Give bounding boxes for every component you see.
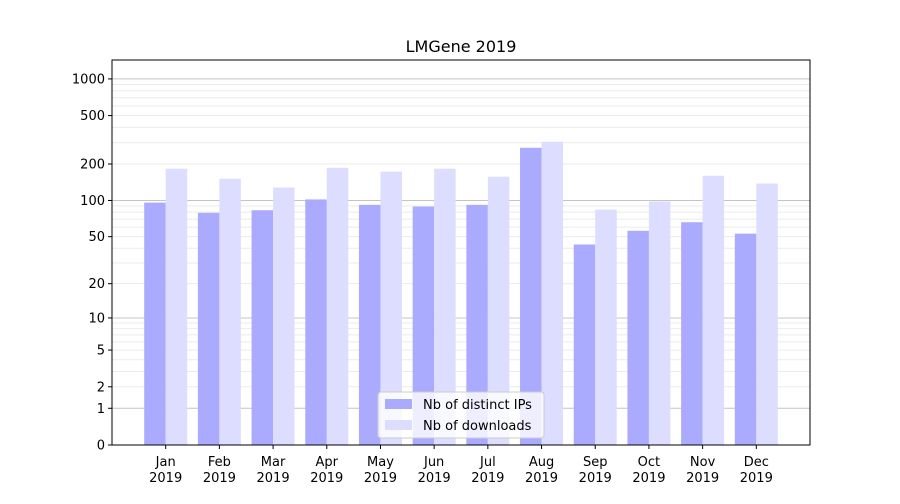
bar-distinct-ips [144,202,166,445]
x-tick-label: Apr 2019 [310,455,343,486]
x-tick-label: Dec 2019 [740,455,773,486]
x-axis: Jan 2019 Feb 2019 Mar 2019 Apr 2019 May 2019 Jun 20… [149,445,773,486]
bar-downloads [648,201,671,445]
bar-downloads [219,178,241,445]
bar-distinct-ips [305,199,327,445]
y-tick-label: 500 [80,109,105,124]
y-tick-label: 50 [88,230,105,245]
bar-distinct-ips [197,212,220,445]
bar-distinct-ips [681,222,703,445]
bar-downloads [541,141,564,446]
y-tick-label: 2 [97,380,105,395]
y-tick-label: 10 [88,311,105,326]
bar-distinct-ips [734,233,757,445]
bar-downloads [756,183,778,445]
y-tick-label: 200 [80,158,105,173]
y-tick-label: 0 [97,439,105,454]
chart-title: LMGene 2019 [406,37,517,56]
bar-downloads [434,168,456,445]
x-tick-label: Sep 2019 [579,455,612,486]
bar-downloads [273,187,295,445]
x-tick-label: Feb 2019 [203,455,236,486]
x-tick-label: Oct 2019 [632,455,665,486]
bar-downloads [487,176,510,445]
bar-distinct-ips [627,230,649,445]
legend-label-downloads: Nb of downloads [423,419,532,434]
bar-distinct-ips [466,204,488,445]
bar-downloads [702,175,725,445]
y-axis: 0 1 2 5 10 20 50 100 200 500 1000 [72,72,112,454]
plot-frame [111,59,811,446]
legend-label-ips: Nb of distinct IPs [423,398,532,413]
legend-swatch-ips [385,399,412,409]
bar-downloads [326,167,349,445]
legend: Nb of distinct IPs Nb of downloads [377,391,545,439]
bar-downloads [595,209,617,445]
y-tick-label: 1 [97,402,105,417]
bar-downloads [165,168,188,445]
bars [144,141,778,446]
legend-box [377,391,545,439]
bar-distinct-ips [412,206,435,445]
y-tick-label: 1000 [72,72,105,87]
legend-swatch-downloads [385,420,412,430]
bar-distinct-ips [358,204,381,445]
x-tick-label: May 2019 [364,455,397,486]
bar-downloads [380,171,402,445]
bar-distinct-ips [520,147,542,445]
x-tick-label: Aug 2019 [525,455,558,486]
y-tick-label: 20 [88,277,105,292]
x-tick-label: Jul 2019 [471,455,504,486]
x-tick-label: Jan 2019 [149,455,182,486]
x-tick-label: Mar 2019 [257,455,290,486]
x-tick-label: Jun 2019 [418,455,451,486]
bar-distinct-ips [573,244,596,445]
y-tick-label: 5 [97,344,105,359]
bar-distinct-ips [251,210,274,445]
x-tick-label: Nov 2019 [686,455,719,486]
y-tick-label: 100 [80,194,105,209]
